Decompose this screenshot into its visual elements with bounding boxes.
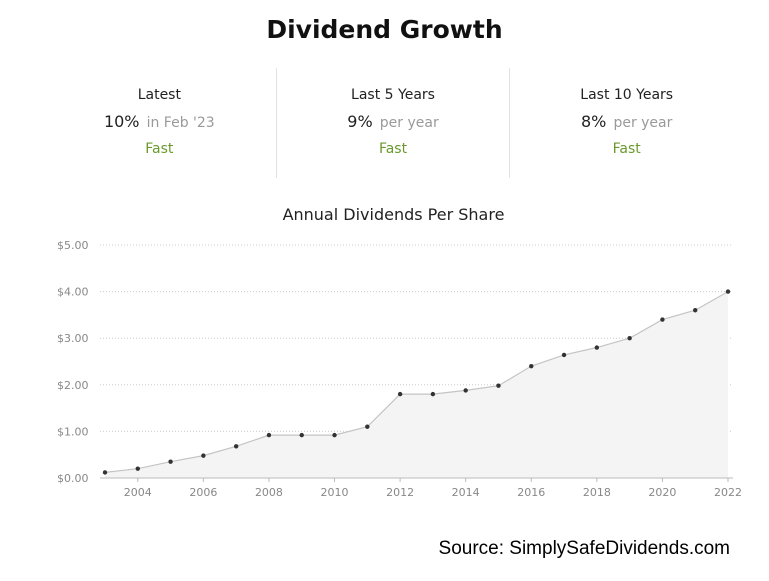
data-point (693, 308, 698, 313)
page-title: Dividend Growth (266, 15, 503, 44)
data-point (233, 444, 239, 449)
dividend-stats: Latest 10% in Feb '23 Fast Last 5 Years … (43, 68, 743, 178)
dividend-area (105, 291, 728, 478)
data-point (168, 459, 173, 464)
y-tick-label: $5.00 (57, 239, 89, 252)
y-tick-label: $0.00 (57, 472, 89, 485)
data-point (397, 391, 403, 397)
x-tick-label: 2018 (583, 486, 611, 499)
x-tick-label: 2014 (452, 486, 480, 499)
stat-rating: Fast (145, 141, 174, 157)
x-tick-label: 2020 (648, 486, 676, 499)
stat-note: in Feb '23 (146, 115, 215, 131)
stat-last-10-years: Last 10 Years 8% per year Fast (509, 68, 743, 178)
data-point (135, 466, 140, 471)
stat-note: per year (379, 115, 439, 131)
stat-label: Last 10 Years (580, 87, 674, 103)
stat-label: Latest (137, 87, 181, 103)
data-point (725, 289, 731, 294)
dividend-line (104, 291, 729, 474)
x-tick-label: 2010 (321, 486, 349, 499)
stat-rating: Fast (378, 141, 408, 157)
stat-value: 9% (347, 112, 373, 131)
stat-value: 10% (103, 112, 140, 131)
stat-latest: Latest 10% in Feb '23 Fast (43, 68, 276, 178)
stat-value-row: 9% per year (277, 112, 510, 131)
chart-title: Annual Dividends Per Share (282, 205, 505, 224)
data-point (594, 345, 600, 350)
stat-rating: Fast (612, 141, 641, 157)
data-point (561, 352, 567, 358)
data-point (496, 383, 501, 388)
stat-last-5-years: Last 5 Years 9% per year Fast (275, 68, 510, 178)
stat-value-row: 8% per year (510, 112, 743, 131)
data-point (102, 470, 108, 475)
data-point (627, 336, 632, 341)
data-point (463, 388, 468, 393)
data-point (201, 453, 206, 458)
y-tick-label: $3.00 (57, 332, 89, 345)
data-point (299, 432, 304, 438)
data-point (365, 424, 370, 429)
data-point (660, 317, 665, 322)
y-tick-label: $2.00 (57, 379, 89, 392)
data-point (332, 432, 337, 438)
data-point (430, 391, 436, 397)
y-tick-label: $1.00 (57, 425, 89, 438)
stat-value-row: 10% in Feb '23 (43, 112, 276, 131)
x-tick-label: 2016 (517, 486, 545, 499)
stat-label: Last 5 Years (351, 87, 435, 103)
x-tick-label: 2022 (714, 486, 742, 499)
data-point (266, 432, 272, 438)
x-tick-label: 2004 (124, 486, 152, 499)
x-tick-label: 2008 (255, 486, 283, 499)
stat-value: 8% (580, 112, 607, 131)
y-tick-label: $4.00 (57, 286, 89, 299)
data-point (529, 363, 534, 369)
source-credit: Source: SimplySafeDividends.com (438, 538, 730, 559)
stat-note: per year (613, 115, 673, 131)
x-tick-label: 2012 (386, 486, 414, 499)
x-tick-label: 2006 (189, 486, 217, 499)
